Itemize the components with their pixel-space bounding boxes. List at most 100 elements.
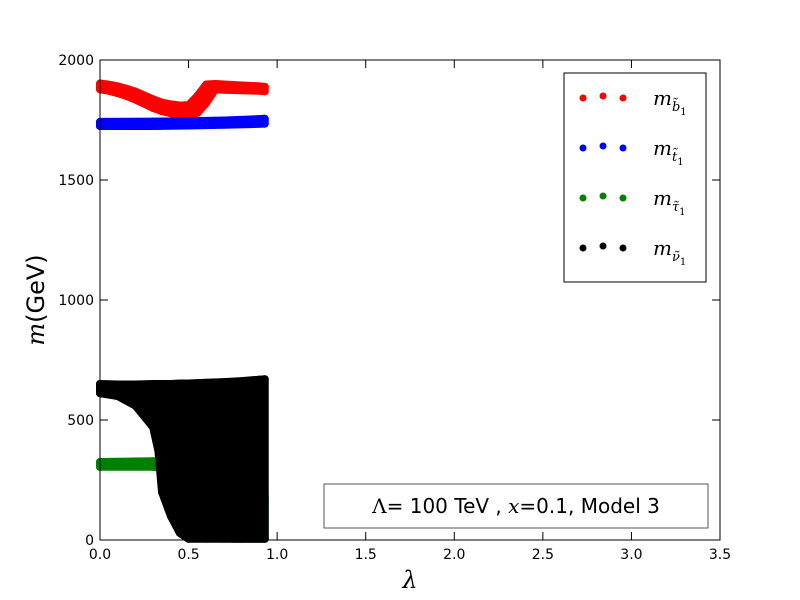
data-point <box>154 447 163 456</box>
data-point <box>113 392 122 400</box>
data-point <box>122 84 131 93</box>
legend-marker <box>579 94 587 102</box>
data-point <box>149 462 158 471</box>
data-point <box>149 95 158 104</box>
y-tick-label: 1000 <box>58 293 94 309</box>
data-point <box>202 378 211 387</box>
data-point <box>237 377 246 386</box>
data-point <box>158 107 166 116</box>
data-point <box>193 92 202 100</box>
legend-marker <box>619 94 627 102</box>
data-point <box>220 120 228 129</box>
x-tick-label: 1.0 <box>266 547 288 563</box>
data-point <box>131 87 140 96</box>
annotation-lambda: Λ <box>371 494 387 518</box>
data-point <box>184 121 193 130</box>
data-point <box>202 98 211 107</box>
data-point <box>131 380 140 389</box>
x-tick-label: 2.0 <box>443 547 465 563</box>
data-point <box>149 423 158 432</box>
legend-label: mt̃1 <box>653 136 684 168</box>
data-point <box>260 375 269 384</box>
data-point <box>113 82 122 91</box>
data-point <box>166 512 175 520</box>
data-point <box>220 85 228 94</box>
y-tick-label: 500 <box>67 413 94 429</box>
legend-marker <box>579 194 587 202</box>
data-point <box>184 101 193 110</box>
data-point <box>158 380 166 388</box>
x-tick-label: 0.5 <box>177 547 199 563</box>
data-point <box>260 87 269 96</box>
data-layer <box>96 79 269 543</box>
legend-items: mb̃1 mt̃1 mτ̃1 mν̃1 <box>579 86 687 268</box>
legend: mb̃1 mt̃1 mτ̃1 mν̃1 <box>563 72 707 283</box>
x-axis-label: λ <box>401 566 417 594</box>
data-point <box>149 122 158 130</box>
ticks-layer: 0.0 0.5 1.0 1.5 2.0 2.5 3.0 3.5 0 500 1000 1500 2000 <box>58 53 731 563</box>
data-point <box>140 99 149 108</box>
annotation-part2: =0.1, Model 3 <box>519 494 659 518</box>
data-point <box>166 380 175 388</box>
legend-item: mτ̃1 <box>579 186 686 218</box>
data-point <box>211 85 220 94</box>
x-tick-label: 0.0 <box>89 547 111 563</box>
annotation-x: x <box>508 494 519 518</box>
data-point <box>202 80 211 89</box>
data-point <box>104 80 113 89</box>
data-point <box>158 98 166 107</box>
annotation: Λ= 100 TeV , x=0.1, Model 3 <box>323 483 709 529</box>
legend-marker <box>599 142 607 150</box>
x-tick-label: 2.5 <box>532 547 554 563</box>
data-point <box>220 378 228 387</box>
annotation-box <box>323 483 709 529</box>
legend-label: mτ̃1 <box>653 186 686 218</box>
data-point <box>104 86 113 95</box>
svg-text:m(GeV): m(GeV) <box>22 254 50 345</box>
legend-marker <box>599 192 607 200</box>
legend-marker <box>599 92 607 100</box>
data-point <box>166 109 175 118</box>
data-point <box>175 110 184 119</box>
legend-marker <box>619 244 627 252</box>
y-axis-label-symbol: m <box>22 323 50 346</box>
y-tick-label: 0 <box>85 533 94 549</box>
x-tick-label: 3.0 <box>620 547 642 563</box>
data-point <box>260 119 269 128</box>
data-point <box>140 91 149 100</box>
y-tick-label: 1500 <box>58 173 94 189</box>
legend-marker <box>579 144 587 152</box>
x-tick-label: 3.5 <box>709 547 731 563</box>
data-point <box>158 488 166 496</box>
series-0 <box>96 79 269 120</box>
y-axis-label-unit: (GeV) <box>22 254 50 323</box>
y-axis-label: m(GeV) <box>22 254 50 345</box>
data-point <box>175 379 184 388</box>
legend-marker <box>579 244 587 252</box>
data-point <box>113 380 122 389</box>
annotation-part1: = 100 TeV , <box>387 494 509 518</box>
legend-item: mb̃1 <box>579 86 687 118</box>
data-point <box>220 534 228 543</box>
legend-item: mt̃1 <box>579 136 684 168</box>
legend-label: mν̃1 <box>653 236 686 268</box>
data-point <box>131 95 140 104</box>
series-1 <box>96 114 269 130</box>
legend-marker <box>599 242 607 250</box>
legend-box <box>563 72 707 283</box>
legend-label: mb̃1 <box>653 86 687 118</box>
data-point <box>166 100 175 109</box>
data-point <box>184 379 193 388</box>
data-point <box>202 534 211 543</box>
data-point <box>149 457 158 466</box>
data-point <box>237 86 246 95</box>
x-tick-label: 1.5 <box>355 547 377 563</box>
series-band-1 <box>96 114 269 130</box>
data-point <box>193 108 202 117</box>
data-point <box>149 104 158 112</box>
y-tick-label: 2000 <box>58 53 94 69</box>
data-point <box>246 120 255 129</box>
data-point <box>237 534 246 543</box>
data-point <box>175 101 184 110</box>
